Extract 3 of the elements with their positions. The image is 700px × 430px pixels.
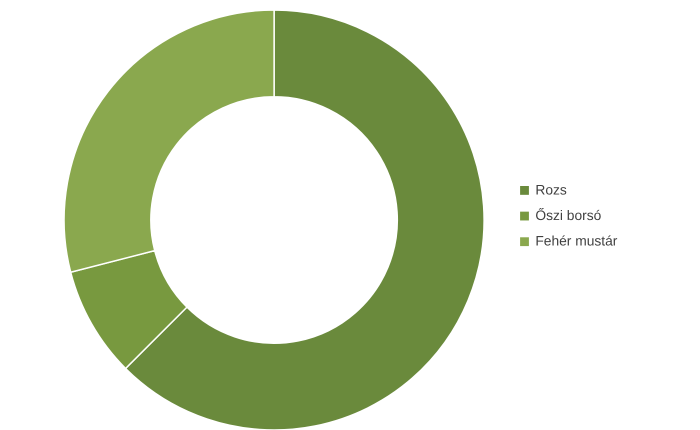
legend-label: Rozs <box>535 182 567 198</box>
legend-label: Őszi borsó <box>535 208 602 223</box>
legend-label: Fehér mustár <box>535 234 618 249</box>
